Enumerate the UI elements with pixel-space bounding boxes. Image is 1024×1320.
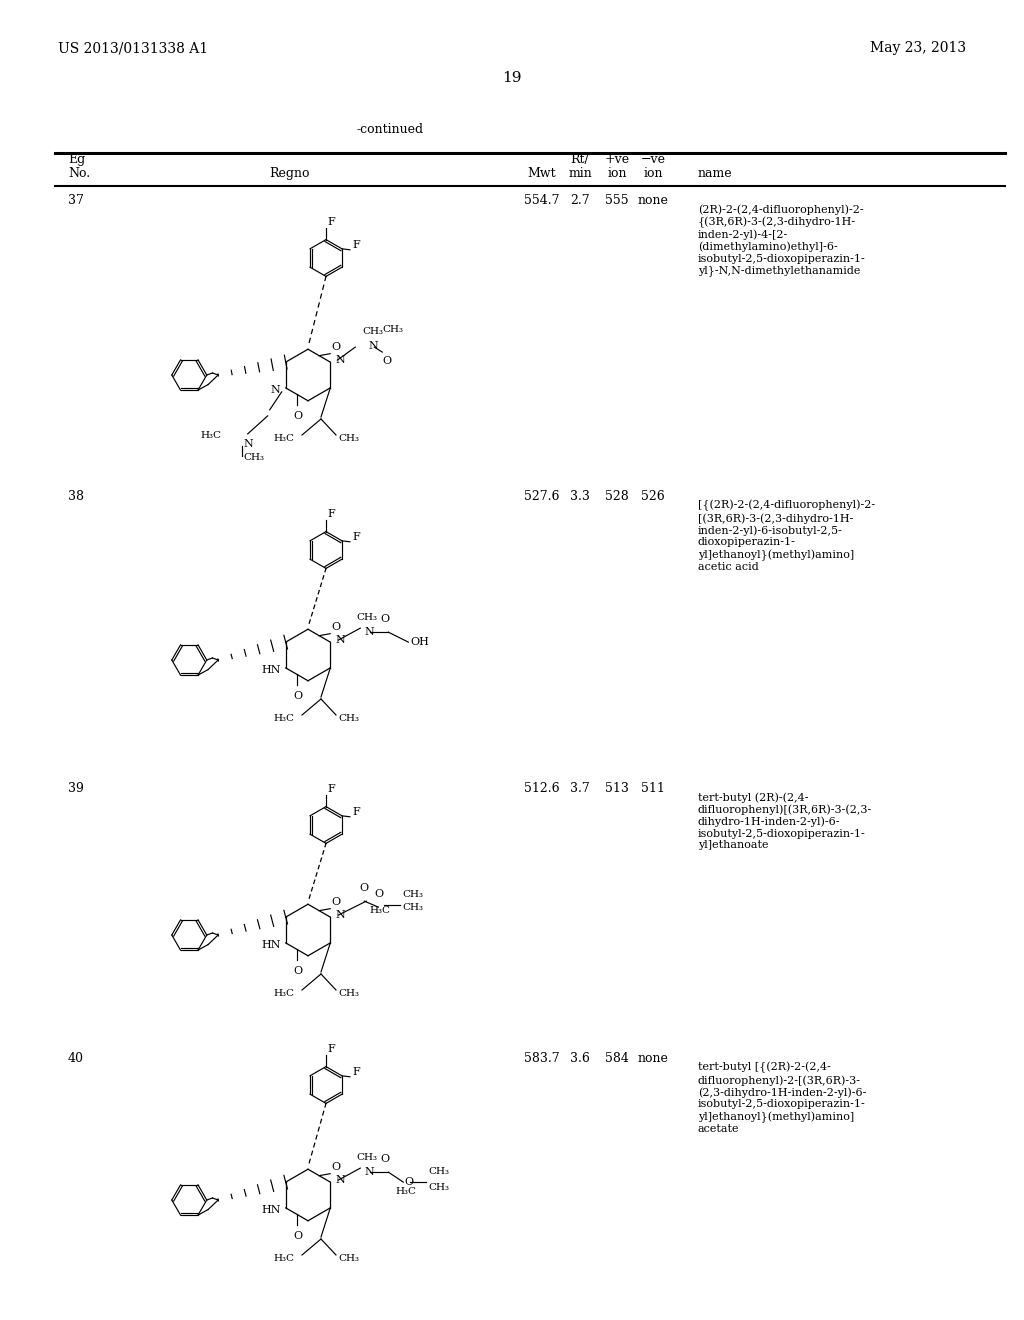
Text: Mwt: Mwt [527,168,556,180]
Text: O: O [375,890,383,899]
Text: F: F [352,532,359,541]
Text: 526: 526 [641,490,665,503]
Text: -continued: -continued [356,123,424,136]
Text: O: O [381,614,390,624]
Text: F: F [327,784,335,793]
Text: N: N [335,635,345,645]
Text: H₃C: H₃C [370,906,390,915]
Text: O: O [293,692,302,701]
Text: 512.6: 512.6 [524,781,560,795]
Text: HN: HN [261,1205,281,1214]
Text: F: F [352,807,359,817]
Text: 19: 19 [502,71,522,84]
Text: none: none [638,1052,669,1065]
Text: 555: 555 [605,194,629,207]
Text: none: none [638,194,669,207]
Text: H₃C: H₃C [273,714,294,723]
Text: O: O [332,896,341,907]
Text: 528: 528 [605,490,629,503]
Text: 513: 513 [605,781,629,795]
Text: (2R)-2-(2,4-difluorophenyl)-2-
{(3R,6R)-3-(2,3-dihydro-1H-
inden-2-yl)-4-[2-
(di: (2R)-2-(2,4-difluorophenyl)-2- {(3R,6R)-… [698,205,865,276]
Text: 40: 40 [68,1052,84,1065]
Text: O: O [382,356,391,366]
Text: H₃C: H₃C [395,1187,417,1196]
Text: Regno: Regno [269,168,310,180]
Text: CH₃: CH₃ [362,327,383,337]
Text: H₃C: H₃C [273,989,294,998]
Text: ion: ion [643,168,663,180]
Text: F: F [352,240,359,249]
Text: −ve: −ve [640,153,666,166]
Text: F: F [352,1067,359,1077]
Text: N: N [244,438,254,449]
Text: 583.7: 583.7 [524,1052,560,1065]
Text: tert-butyl [{(2R)-2-(2,4-
difluorophenyl)-2-[(3R,6R)-3-
(2,3-dihydro-1H-inden-2-: tert-butyl [{(2R)-2-(2,4- difluorophenyl… [698,1063,866,1134]
Text: CH₃: CH₃ [428,1167,450,1176]
Text: O: O [293,1232,302,1241]
Text: CH₃: CH₃ [428,1183,450,1192]
Text: ion: ion [607,168,627,180]
Text: O: O [293,412,302,421]
Text: O: O [359,883,369,894]
Text: N: N [271,385,281,395]
Text: CH₃: CH₃ [402,903,423,912]
Text: Eg: Eg [68,153,85,166]
Text: CH₃: CH₃ [244,453,264,462]
Text: +ve: +ve [604,153,630,166]
Text: CH₃: CH₃ [338,1254,359,1263]
Text: CH₃: CH₃ [338,714,359,723]
Text: OH: OH [411,638,429,647]
Text: N: N [335,1175,345,1185]
Text: O: O [293,966,302,977]
Text: N: N [365,627,374,638]
Text: May 23, 2013: May 23, 2013 [870,41,966,55]
Text: No.: No. [68,168,90,180]
Text: 3.6: 3.6 [570,1052,590,1065]
Text: HN: HN [261,665,281,675]
Text: name: name [698,168,732,180]
Text: O: O [332,622,341,632]
Text: CH₃: CH₃ [338,434,359,444]
Text: H₃C: H₃C [273,434,294,444]
Text: CH₃: CH₃ [382,325,403,334]
Text: 37: 37 [68,194,84,207]
Text: N: N [335,355,345,366]
Text: CH₃: CH₃ [402,890,423,899]
Text: 3.7: 3.7 [570,781,590,795]
Text: 527.6: 527.6 [524,490,560,503]
Text: O: O [332,1162,341,1172]
Text: 3.3: 3.3 [570,490,590,503]
Text: O: O [332,342,341,351]
Text: 2.7: 2.7 [570,194,590,207]
Text: N: N [365,1167,374,1177]
Text: 38: 38 [68,490,84,503]
Text: CH₃: CH₃ [356,612,377,622]
Text: 584: 584 [605,1052,629,1065]
Text: F: F [327,508,335,519]
Text: tert-butyl (2R)-(2,4-
difluorophenyl)[(3R,6R)-3-(2,3-
dihydro-1H-inden-2-yl)-6-
: tert-butyl (2R)-(2,4- difluorophenyl)[(3… [698,792,872,850]
Text: O: O [381,1154,390,1164]
Text: N: N [369,341,378,351]
Text: CH₃: CH₃ [338,989,359,998]
Text: 511: 511 [641,781,665,795]
Text: CH₃: CH₃ [356,1154,377,1162]
Text: F: F [327,1044,335,1053]
Text: HN: HN [261,940,281,950]
Text: H₃C: H₃C [201,430,221,440]
Text: Rt/: Rt/ [570,153,590,166]
Text: O: O [404,1177,414,1187]
Text: 39: 39 [68,781,84,795]
Text: H₃C: H₃C [273,1254,294,1263]
Text: US 2013/0131338 A1: US 2013/0131338 A1 [58,41,208,55]
Text: 554.7: 554.7 [524,194,560,207]
Text: N: N [335,909,345,920]
Text: F: F [327,216,335,227]
Text: min: min [568,168,592,180]
Text: [{(2R)-2-(2,4-difluorophenyl)-2-
[(3R,6R)-3-(2,3-dihydro-1H-
inden-2-yl)-6-isobu: [{(2R)-2-(2,4-difluorophenyl)-2- [(3R,6R… [698,500,876,572]
